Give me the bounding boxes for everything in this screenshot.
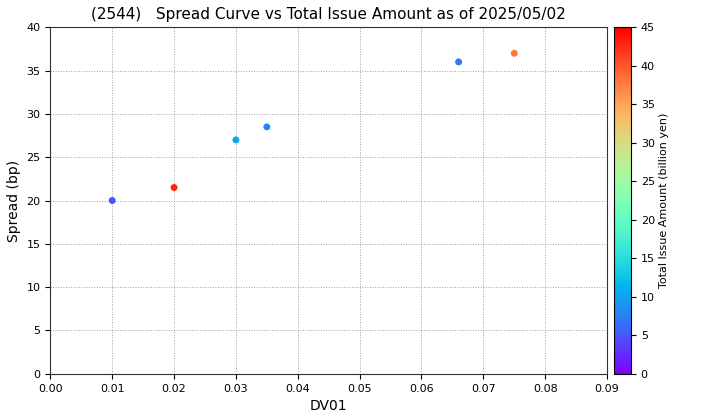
Point xyxy=(230,136,242,143)
Y-axis label: Spread (bp): Spread (bp) xyxy=(7,160,21,241)
Point xyxy=(261,123,273,130)
Title: (2544)   Spread Curve vs Total Issue Amount as of 2025/05/02: (2544) Spread Curve vs Total Issue Amoun… xyxy=(91,7,566,22)
Y-axis label: Total Issue Amount (billion yen): Total Issue Amount (billion yen) xyxy=(659,113,669,288)
Point xyxy=(453,58,464,65)
Point xyxy=(107,197,118,204)
Point xyxy=(508,50,520,57)
X-axis label: DV01: DV01 xyxy=(310,399,348,413)
Point xyxy=(168,184,180,191)
